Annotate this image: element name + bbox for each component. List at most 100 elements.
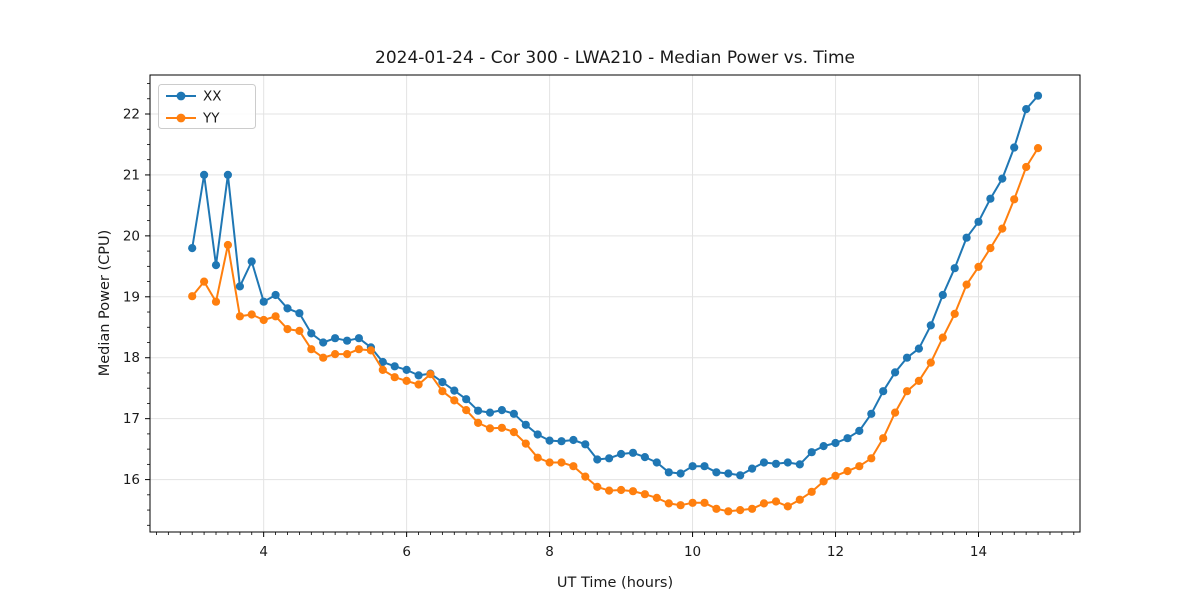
data-point-YY (771, 497, 781, 506)
series-XX (188, 91, 1043, 480)
data-point-YY (1010, 195, 1019, 204)
data-point-YY (712, 504, 721, 513)
x-tick-label: 6 (402, 544, 411, 560)
data-point-XX (402, 365, 411, 374)
data-point-YY (593, 482, 602, 491)
data-point-YY (855, 462, 864, 471)
data-point-YY (438, 387, 447, 396)
data-point-XX (438, 378, 447, 387)
data-point-YY (283, 325, 292, 334)
data-point-XX (831, 438, 840, 448)
data-point-YY (605, 486, 614, 495)
data-point-XX (378, 357, 387, 367)
data-point-XX (593, 455, 602, 464)
data-point-XX (748, 464, 757, 473)
data-point-XX (1010, 143, 1019, 152)
data-point-XX (307, 329, 316, 338)
data-point-XX (891, 368, 900, 377)
data-point-YY (891, 408, 900, 417)
x-axis-label: UT Time (hours) (557, 575, 673, 591)
data-point-XX (700, 462, 709, 471)
data-point-YY (819, 477, 828, 486)
data-point-XX (331, 334, 340, 343)
legend-label-XX: XX (203, 89, 222, 105)
data-point-XX (283, 304, 292, 313)
data-point-YY (914, 376, 924, 385)
data-point-YY (581, 472, 590, 481)
data-point-XX (1033, 91, 1043, 100)
data-point-XX (497, 406, 506, 415)
data-point-YY (366, 346, 375, 355)
legend-label-YY: YY (202, 111, 220, 127)
data-point-XX (628, 448, 638, 457)
data-point-XX (509, 409, 518, 418)
data-point-XX (771, 459, 781, 468)
data-point-XX (867, 409, 876, 418)
data-point-XX (223, 170, 232, 179)
data-point-XX (235, 282, 244, 291)
legend-item-YY: YY (166, 111, 220, 127)
data-point-YY (343, 350, 352, 359)
data-point-YY (247, 310, 256, 319)
data-point-XX (319, 338, 328, 347)
data-point-XX (879, 387, 888, 396)
data-point-YY (485, 424, 495, 433)
data-point-YY (759, 499, 769, 508)
data-point-YY (795, 495, 804, 504)
data-point-YY (1033, 144, 1043, 153)
plot-border (149, 74, 1081, 533)
data-point-XX (902, 353, 912, 362)
data-point-YY (188, 292, 197, 301)
data-point-XX (474, 406, 483, 415)
data-point-XX (605, 454, 614, 463)
data-point-YY (211, 297, 221, 306)
data-point-XX (569, 435, 578, 445)
data-point-YY (617, 485, 626, 495)
data-point-YY (879, 434, 888, 443)
data-point-YY (414, 380, 423, 389)
x-tick-label: 14 (970, 544, 987, 560)
data-point-XX (664, 468, 673, 477)
data-point-YY (831, 471, 840, 480)
data-point-YY (354, 345, 363, 354)
data-point-XX (211, 261, 221, 270)
data-point-XX (855, 426, 864, 435)
data-point-XX (974, 217, 983, 226)
data-point-YY (462, 406, 471, 415)
data-point-XX (200, 170, 209, 179)
data-point-XX (926, 321, 935, 330)
data-point-XX (736, 471, 745, 480)
chart-title: 2024-01-24 - Cor 300 - LWA210 - Median P… (375, 48, 855, 68)
data-point-XX (998, 174, 1007, 183)
data-point-YY (962, 280, 971, 289)
data-point-XX (521, 420, 530, 429)
data-point-YY (259, 315, 268, 325)
data-point-YY (450, 396, 459, 405)
y-tick-label: 22 (123, 106, 140, 122)
data-point-YY (378, 365, 387, 374)
data-point-YY (950, 309, 959, 318)
axes-layer: 4 6 8 10 12 14 16 17 18 19 20 21 22 (123, 74, 1081, 560)
x-tick-label: 4 (259, 544, 268, 560)
data-point-XX (188, 244, 197, 253)
data-point-YY (783, 502, 792, 511)
data-point-XX (533, 430, 542, 439)
data-point-XX (950, 264, 959, 273)
data-point-XX (807, 448, 816, 457)
data-point-YY (545, 458, 554, 467)
data-point-YY (271, 312, 280, 321)
data-point-YY (557, 458, 566, 467)
data-point-YY (319, 353, 328, 362)
legend: XX YY (158, 84, 256, 129)
data-point-XX (1022, 105, 1031, 114)
data-point-YY (331, 350, 340, 359)
data-series-layer (188, 91, 1043, 516)
data-point-YY (700, 498, 709, 507)
data-point-YY (998, 224, 1007, 233)
data-point-XX (557, 437, 566, 446)
data-point-YY (200, 277, 209, 286)
data-point-YY (402, 376, 411, 385)
data-point-YY (867, 454, 876, 463)
data-point-YY (295, 326, 304, 335)
